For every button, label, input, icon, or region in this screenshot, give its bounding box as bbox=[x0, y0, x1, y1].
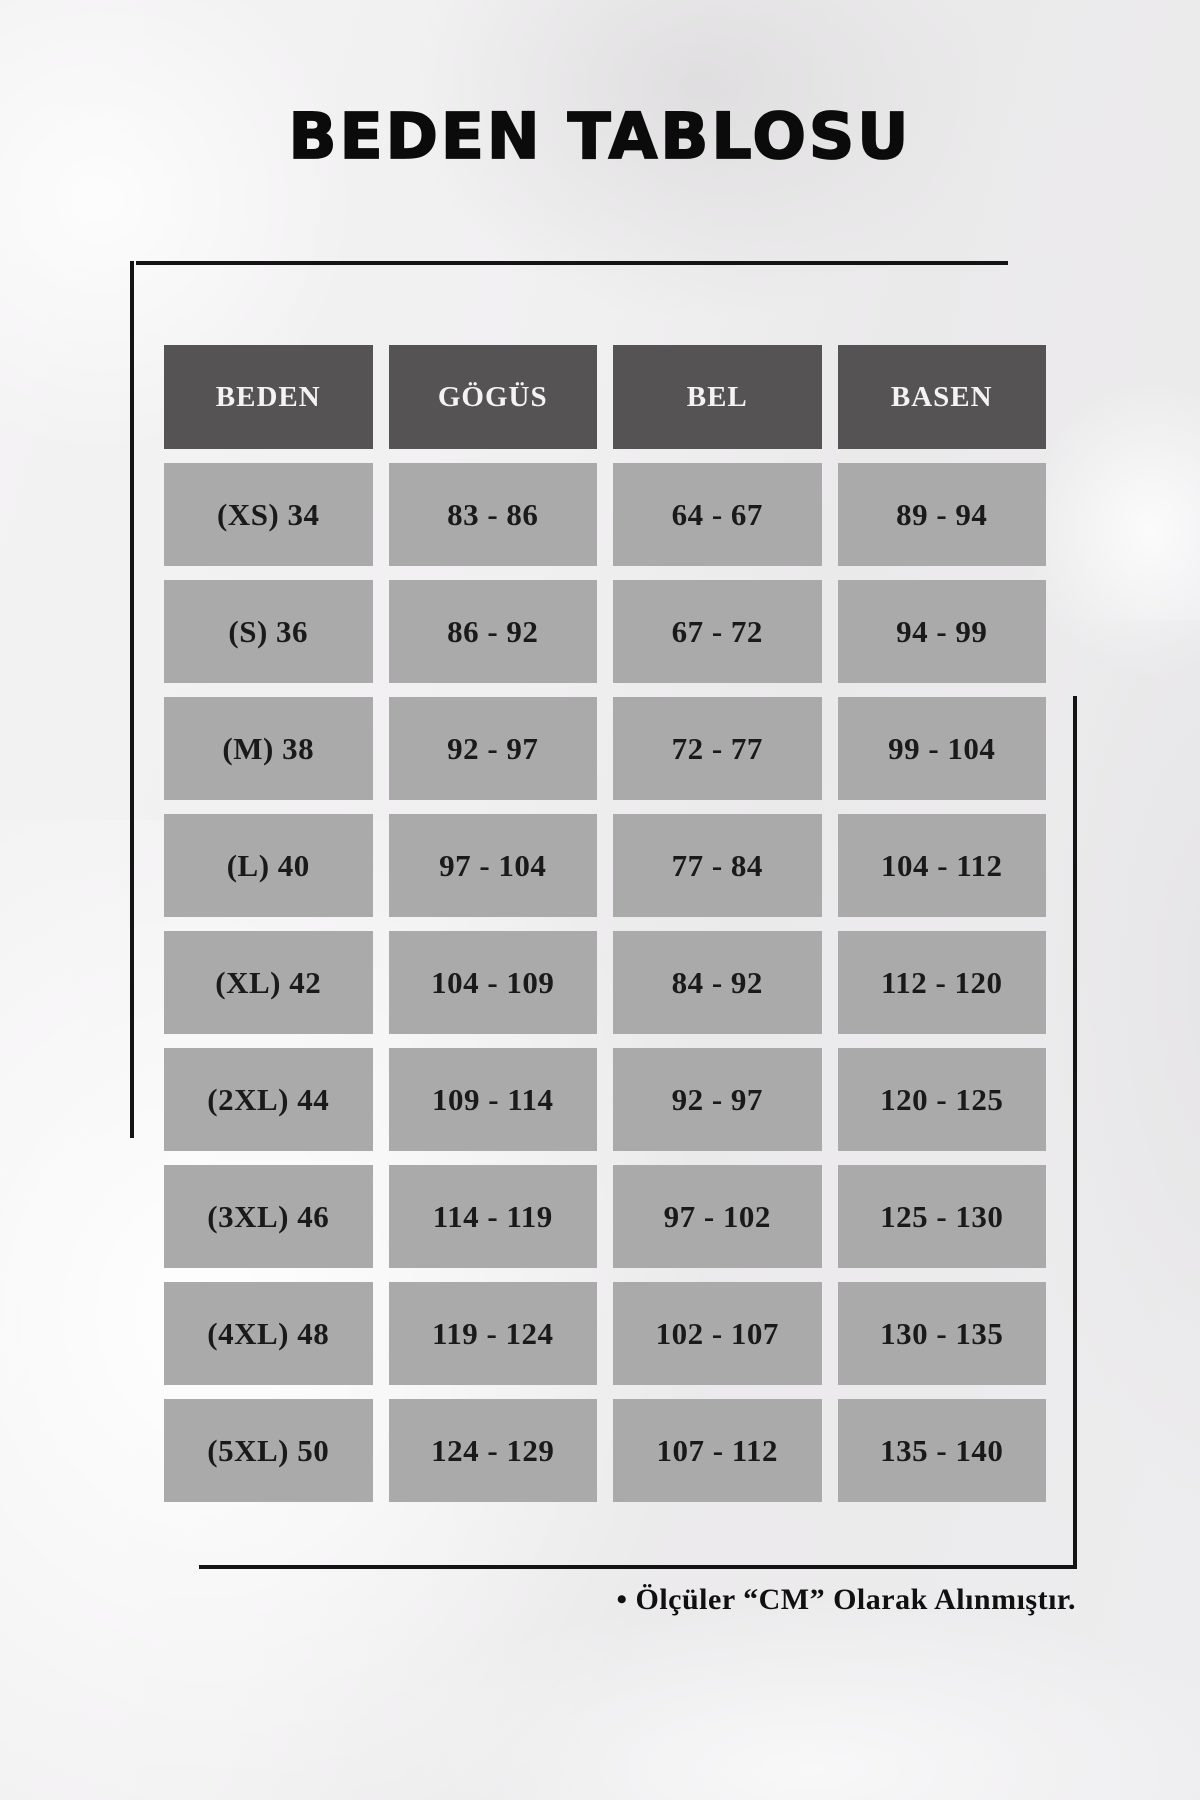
measurement-range-cell: 86 - 92 bbox=[388, 580, 597, 683]
size-label-cell: (3XL) 46 bbox=[164, 1165, 373, 1268]
size-label-cell: (4XL) 48 bbox=[164, 1282, 373, 1385]
measurement-range-cell: 72 - 77 bbox=[613, 697, 822, 800]
background-highlight bbox=[360, 1600, 1200, 1800]
size-label-cell: (M) 38 bbox=[164, 697, 373, 800]
size-label-cell: (L) 40 bbox=[164, 814, 373, 917]
measurement-range-cell: 64 - 67 bbox=[613, 463, 822, 566]
background-highlight bbox=[1020, 380, 1200, 680]
measurement-range-cell: 130 - 135 bbox=[837, 1282, 1046, 1385]
measurement-range-cell: 83 - 86 bbox=[388, 463, 597, 566]
decorative-line-right bbox=[1073, 696, 1077, 1569]
decorative-line-bottom bbox=[199, 1565, 1077, 1569]
measurement-range-cell: 125 - 130 bbox=[837, 1165, 1046, 1268]
measurement-range-cell: 119 - 124 bbox=[388, 1282, 597, 1385]
size-label-cell: (XS) 34 bbox=[164, 463, 373, 566]
header-cell-beden-size: BEDEN bbox=[164, 345, 373, 449]
decorative-line-left bbox=[130, 261, 134, 1138]
decorative-line-top bbox=[136, 261, 1008, 265]
measurement-range-cell: 94 - 99 bbox=[837, 580, 1046, 683]
measurement-range-cell: 67 - 72 bbox=[613, 580, 822, 683]
measurement-range-cell: 107 - 112 bbox=[613, 1399, 822, 1502]
measurement-range-cell: 89 - 94 bbox=[837, 463, 1046, 566]
page-title: BEDEN TABLOSU bbox=[288, 99, 912, 174]
measurement-range-cell: 97 - 104 bbox=[388, 814, 597, 917]
size-table: BEDEN GÖGÜS BEL BASEN (XS) 34 83 - 86 64 - 67 8… bbox=[164, 345, 1046, 1502]
size-label-cell: (XL) 42 bbox=[164, 931, 373, 1034]
measurement-range-cell: 84 - 92 bbox=[613, 931, 822, 1034]
header-cell-gogus-chest: GÖGÜS bbox=[388, 345, 597, 449]
measurement-range-cell: 112 - 120 bbox=[837, 931, 1046, 1034]
measurement-range-cell: 102 - 107 bbox=[613, 1282, 822, 1385]
measurement-range-cell: 92 - 97 bbox=[388, 697, 597, 800]
measurement-range-cell: 124 - 129 bbox=[388, 1399, 597, 1502]
size-label-cell: (5XL) 50 bbox=[164, 1399, 373, 1502]
measurement-range-cell: 104 - 112 bbox=[837, 814, 1046, 917]
measurement-range-cell: 104 - 109 bbox=[388, 931, 597, 1034]
measurement-range-cell: 114 - 119 bbox=[388, 1165, 597, 1268]
header-cell-bel-waist: BEL bbox=[613, 345, 822, 449]
size-label-cell: (S) 36 bbox=[164, 580, 373, 683]
measurement-range-cell: 99 - 104 bbox=[837, 697, 1046, 800]
measurement-range-cell: 92 - 97 bbox=[613, 1048, 822, 1151]
measurement-range-cell: 97 - 102 bbox=[613, 1165, 822, 1268]
measurement-range-cell: 120 - 125 bbox=[837, 1048, 1046, 1151]
measurement-range-cell: 77 - 84 bbox=[613, 814, 822, 917]
size-label-cell: (2XL) 44 bbox=[164, 1048, 373, 1151]
measurement-unit-note: • Ölçüler “CM” Olarak Alınmıştır. bbox=[616, 1583, 1076, 1616]
header-cell-basen-hip: BASEN bbox=[837, 345, 1046, 449]
measurement-range-cell: 109 - 114 bbox=[388, 1048, 597, 1151]
measurement-range-cell: 135 - 140 bbox=[837, 1399, 1046, 1502]
